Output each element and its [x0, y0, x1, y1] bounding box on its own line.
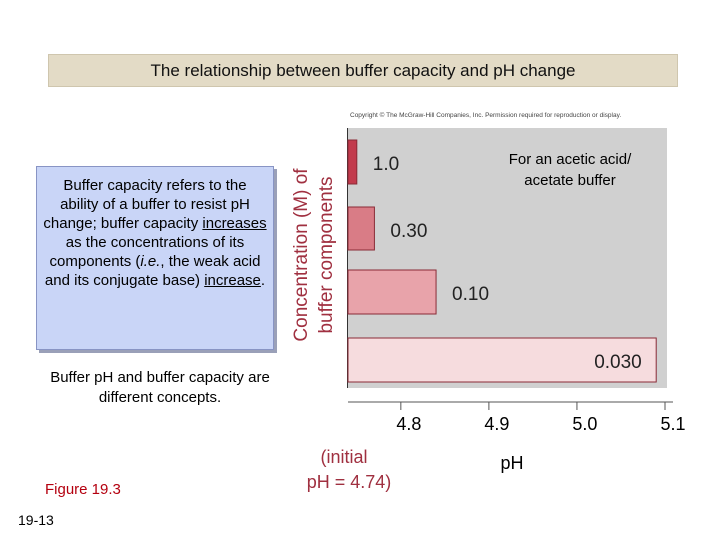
- definition-text-3: , the weak acid and its conjugate base): [44, 253, 261, 289]
- definition-emph-increase: increase: [204, 272, 261, 289]
- x-start-label-line1: (initial: [320, 447, 367, 467]
- x-start-label-line2: pH = 4.74): [307, 472, 392, 492]
- definition-text-1: Buffer capacity refers to the ability of…: [43, 177, 250, 232]
- copyright-notice: Copyright © The McGraw-Hill Companies, I…: [350, 112, 622, 119]
- y-axis-label-line1: Concentration (M) of: [291, 168, 312, 342]
- x-tick-label-4.8: 4.8: [396, 414, 421, 434]
- ticks-layer: 4.8 4.9 5.0 5.1: [348, 401, 686, 434]
- definition-box: Buffer capacity refers to the ability of…: [36, 166, 274, 350]
- definition-text-4: .: [260, 272, 266, 289]
- y-axis-label-line2: buffer components: [316, 176, 337, 333]
- x-tick-label-5.0: 5.0: [572, 414, 597, 434]
- definition-emph-increases: increases: [202, 215, 267, 232]
- x-axis-label: pH: [500, 453, 523, 473]
- x-tick-label-4.9: 4.9: [484, 414, 509, 434]
- definition-text-2: as the concentrations of its components …: [49, 234, 245, 270]
- concept-note: Buffer pH and buffer capacity are differ…: [50, 369, 270, 406]
- slide-title: The relationship between buffer capacity…: [48, 54, 678, 87]
- chart-title: For an acetic acid/ acetate buffer: [508, 151, 632, 189]
- definition-ie: i.e.: [140, 253, 161, 270]
- x-tick-label-5.1: 5.1: [660, 414, 685, 434]
- slide-number: 19-13: [18, 512, 54, 528]
- figure-label: Figure 19.3: [45, 481, 121, 498]
